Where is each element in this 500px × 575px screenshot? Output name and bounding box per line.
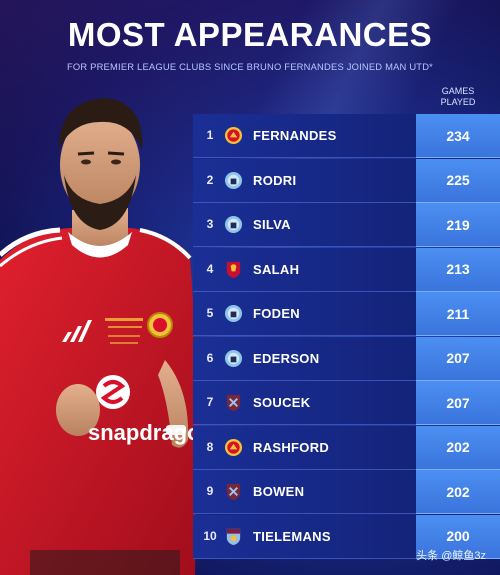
row-name-cell: 7 SOUCEK bbox=[193, 381, 416, 425]
row-name-cell: 10 TIELEMANS bbox=[193, 514, 416, 559]
rank-number: 1 bbox=[206, 128, 214, 142]
table-row: 8 RASHFORD 202 bbox=[193, 425, 500, 471]
player-name: EDERSON bbox=[253, 350, 320, 366]
player-name: TIELEMANS bbox=[253, 528, 331, 544]
player-name: RASHFORD bbox=[253, 439, 330, 455]
games-played-cell: 202 bbox=[416, 470, 500, 514]
table-row: 7 SOUCEK 207 bbox=[193, 381, 500, 426]
row-name-cell: 1 FERNANDES bbox=[193, 114, 416, 158]
rank-number: 7 bbox=[206, 395, 214, 409]
page-title: MOST APPEARANCES bbox=[67, 16, 433, 53]
player-name: SILVA bbox=[253, 217, 291, 232]
games-played-cell: 207 bbox=[416, 381, 500, 425]
page-subtitle: FOR PREMIER LEAGUE CLUBS SINCE BRUNO FER… bbox=[66, 61, 434, 72]
rank-number: 3 bbox=[206, 217, 214, 231]
row-name-cell: 6 EDERSON bbox=[193, 336, 416, 381]
shirt-sponsor-text: snapdragon bbox=[88, 420, 200, 445]
man-utd-crest-icon bbox=[224, 438, 243, 457]
rank-number: 2 bbox=[206, 172, 214, 187]
rank-number: 8 bbox=[206, 439, 214, 454]
table-row: 10 TIELEMANS 200 bbox=[193, 514, 500, 560]
liverpool-crest-icon bbox=[224, 260, 243, 279]
west-ham-crest-icon bbox=[224, 482, 243, 501]
table-row: 2 RODRI 225 bbox=[193, 158, 500, 204]
aston-villa-crest-icon bbox=[224, 527, 243, 546]
rank-number: 10 bbox=[203, 528, 217, 543]
table-row: 9 BOWEN 202 bbox=[193, 470, 500, 515]
player-name: FERNANDES bbox=[253, 128, 337, 143]
rank-number: 9 bbox=[206, 484, 214, 498]
man-city-crest-icon bbox=[224, 349, 243, 368]
rank-number: 6 bbox=[206, 350, 214, 365]
games-played-header: GAMES PLAYED bbox=[416, 86, 500, 108]
games-played-cell: 219 bbox=[416, 203, 500, 247]
row-name-cell: 8 RASHFORD bbox=[193, 425, 416, 470]
table-row: 6 EDERSON 207 bbox=[193, 336, 500, 382]
row-name-cell: 4 SALAH bbox=[193, 247, 416, 292]
games-played-cell: 213 bbox=[416, 247, 500, 292]
games-header-line2: PLAYED bbox=[440, 97, 476, 107]
man-utd-crest-icon bbox=[224, 126, 243, 145]
games-played-cell: 234 bbox=[416, 114, 500, 158]
games-played-cell: 207 bbox=[416, 336, 500, 381]
games-played-cell: 202 bbox=[416, 425, 500, 470]
watermark: 头条 @鲸鱼3z bbox=[416, 550, 486, 562]
player-name: BOWEN bbox=[253, 484, 305, 499]
man-city-crest-icon bbox=[224, 171, 243, 190]
table-row: 3 SILVA 219 bbox=[193, 203, 500, 248]
table-row: 5 FODEN 211 bbox=[193, 292, 500, 337]
rank-number: 4 bbox=[206, 261, 214, 276]
player-name: SOUCEK bbox=[253, 395, 311, 410]
player-name: FODEN bbox=[253, 306, 300, 321]
player-name: RODRI bbox=[253, 172, 297, 188]
appearances-table: 1 FERNANDES 234 2 RODRI 225 3 SILVA 219 4 SALAH 213… bbox=[193, 114, 500, 559]
row-name-cell: 5 FODEN bbox=[193, 292, 416, 336]
west-ham-crest-icon bbox=[224, 393, 243, 412]
games-header-line1: GAMES bbox=[441, 86, 475, 96]
row-name-cell: 3 SILVA bbox=[193, 203, 416, 247]
games-played-cell: 225 bbox=[416, 158, 500, 203]
games-played-cell: 211 bbox=[416, 292, 500, 336]
man-city-crest-icon bbox=[224, 304, 243, 323]
row-name-cell: 9 BOWEN bbox=[193, 470, 416, 514]
table-row: 1 FERNANDES 234 bbox=[193, 114, 500, 159]
player-name: SALAH bbox=[253, 261, 300, 277]
games-played-cell: 200 bbox=[416, 514, 500, 559]
man-city-crest-icon bbox=[224, 215, 243, 234]
row-name-cell: 2 RODRI bbox=[193, 158, 416, 203]
rank-number: 5 bbox=[206, 306, 214, 320]
table-row: 4 SALAH 213 bbox=[193, 247, 500, 293]
player-photo: snapdragon bbox=[0, 98, 200, 575]
